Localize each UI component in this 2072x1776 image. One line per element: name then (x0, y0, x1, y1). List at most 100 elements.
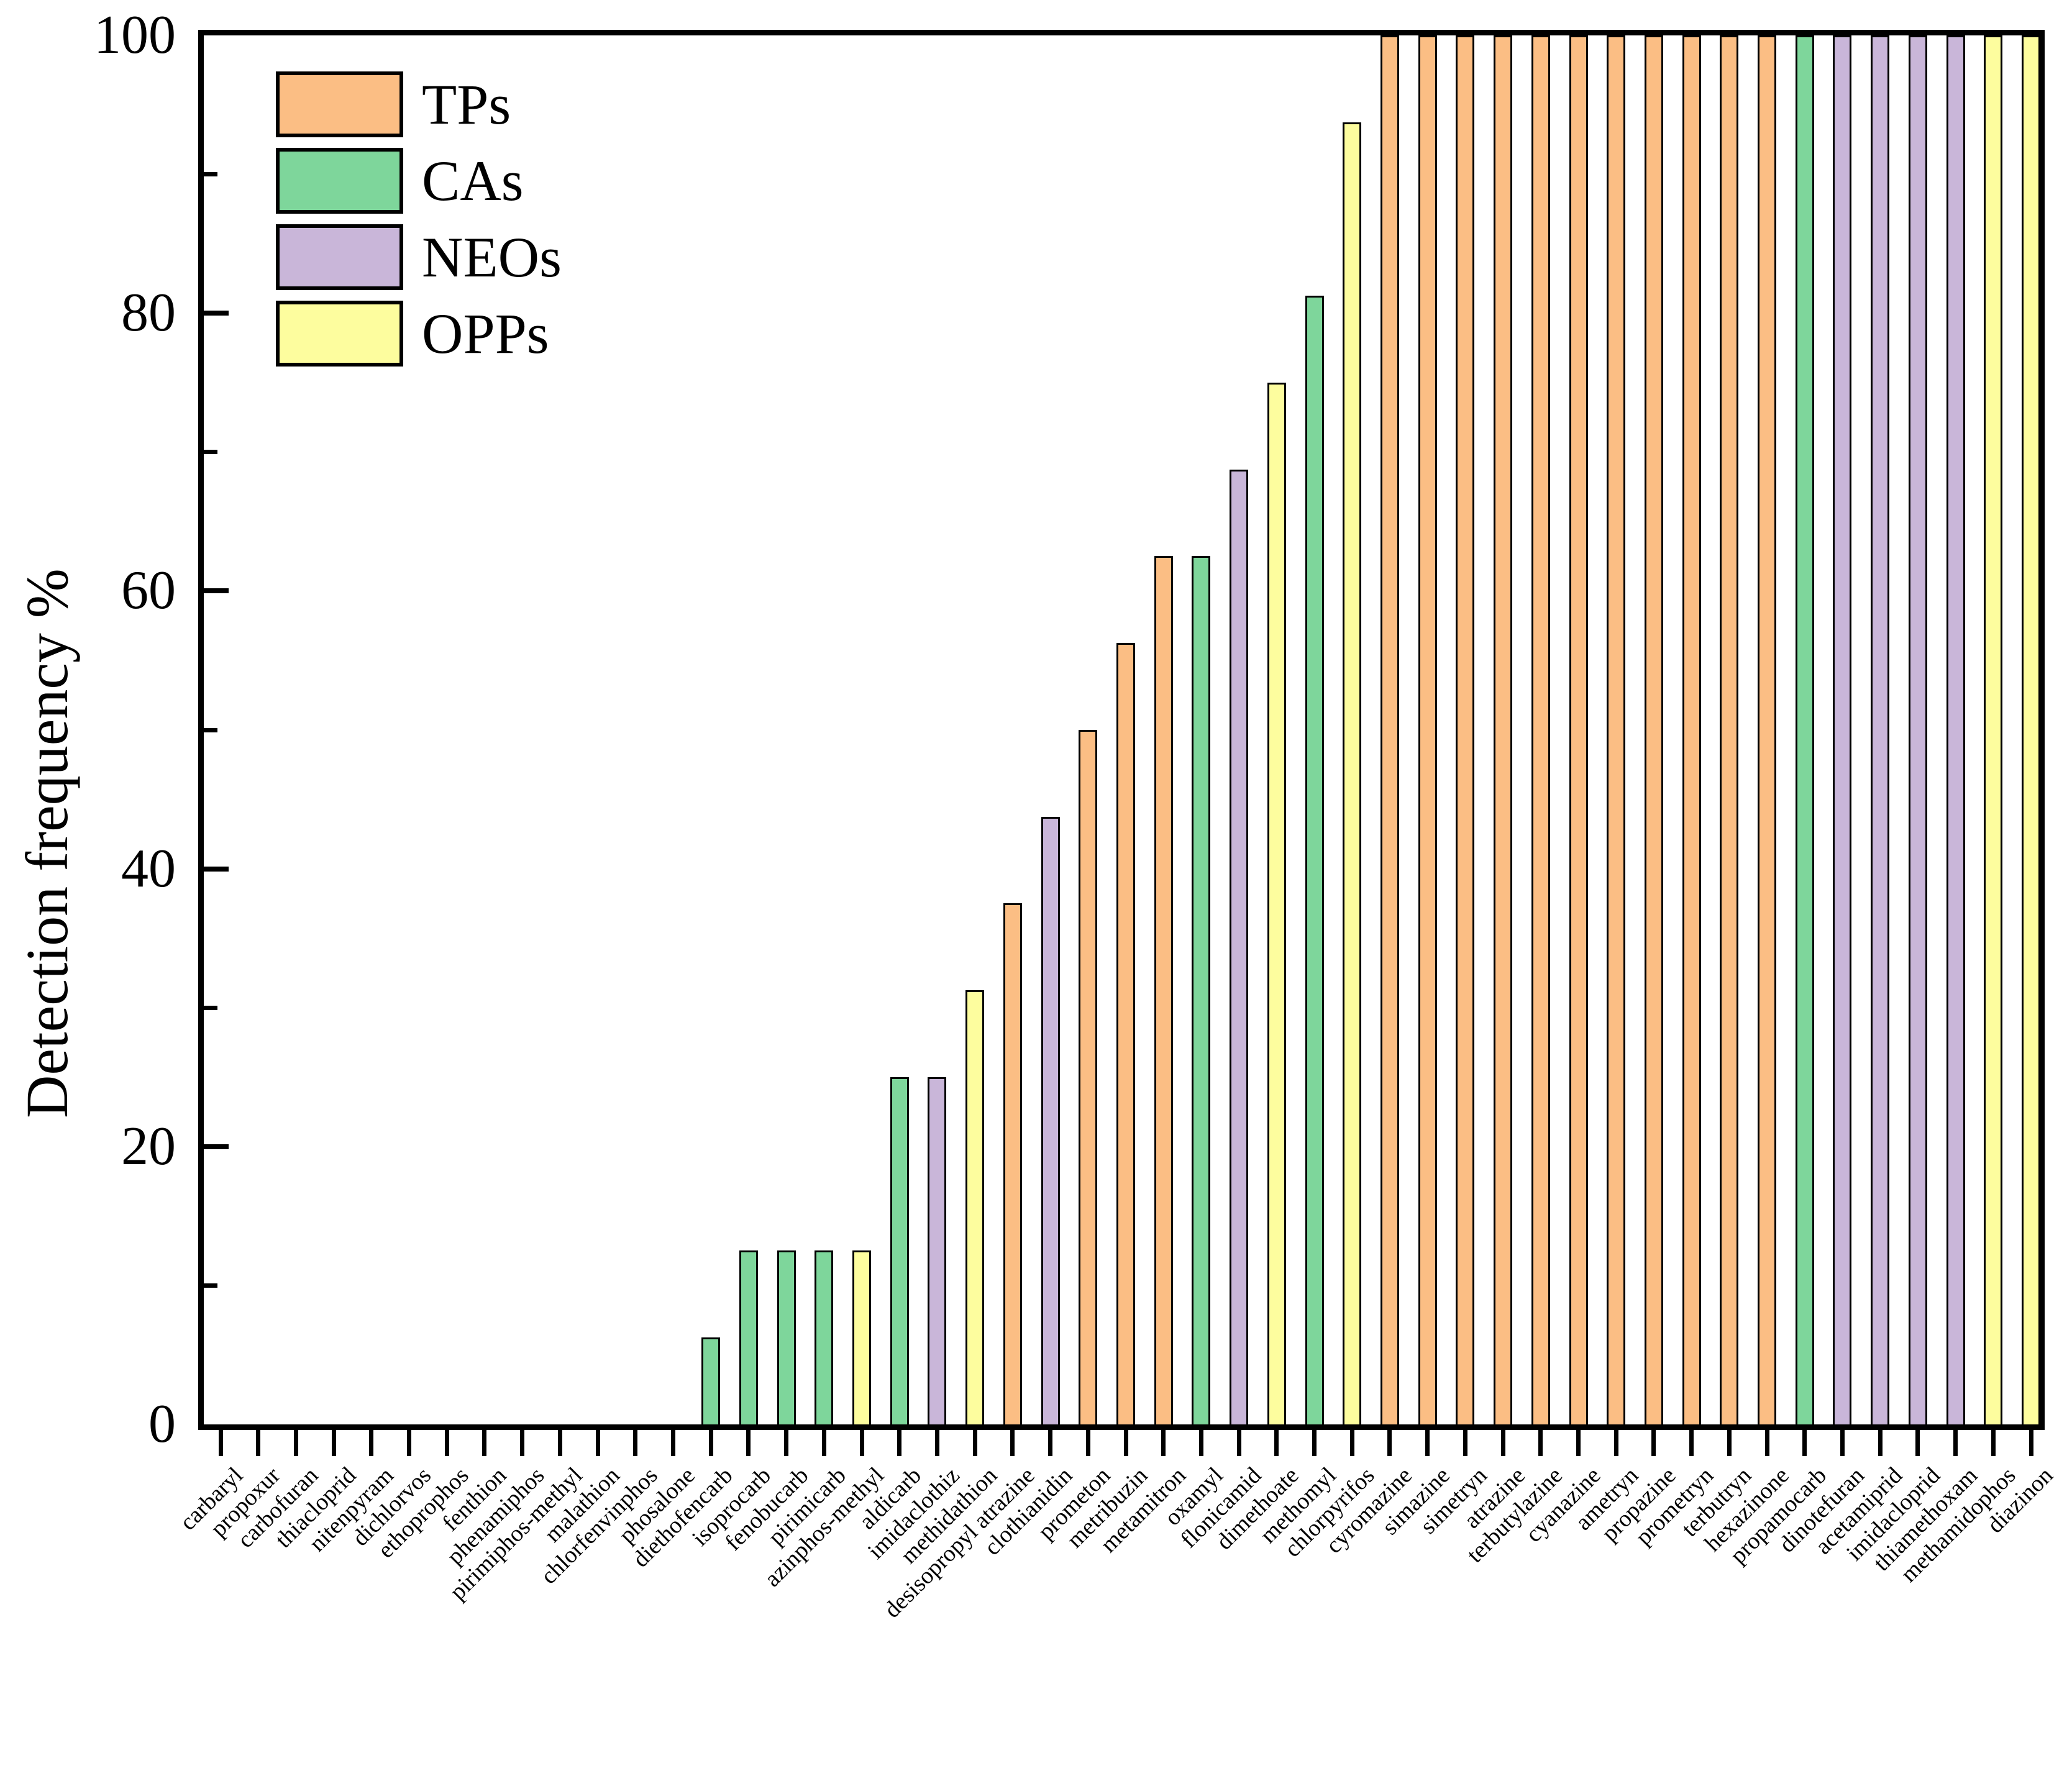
y-tick-label: 100 (94, 5, 176, 65)
x-tick (407, 1430, 412, 1456)
bar-propazine (1644, 35, 1663, 1424)
bar-oxamyl (1192, 556, 1211, 1424)
bar-atrazine (1494, 35, 1513, 1424)
y-tick-minor (204, 172, 217, 177)
x-tick (1840, 1430, 1845, 1456)
bar-hexazinone (1758, 35, 1777, 1424)
x-tick (633, 1430, 638, 1456)
y-tick-minor (204, 1005, 217, 1010)
x-tick (1010, 1430, 1015, 1456)
x-tick (557, 1430, 562, 1456)
y-tick-label: 20 (121, 1116, 176, 1177)
x-tick (1764, 1430, 1769, 1456)
y-tick-label: 60 (121, 560, 176, 621)
bar-imidaclothiz (928, 1077, 947, 1424)
bar-fenobucarb (777, 1250, 796, 1424)
x-tick (1312, 1430, 1317, 1456)
bar-thiamethoxam (1946, 35, 1965, 1424)
bar-acetamiprid (1871, 35, 1890, 1424)
y-tick-major (204, 588, 229, 594)
x-tick (746, 1430, 751, 1456)
x-tick (859, 1430, 864, 1456)
bar-imidacloprid (1908, 35, 1927, 1424)
bar-methomyl (1305, 296, 1324, 1424)
x-tick (1991, 1430, 1996, 1456)
y-tick-major (204, 866, 229, 872)
x-tick (1613, 1430, 1618, 1456)
y-tick-major (204, 1144, 229, 1149)
legend-swatch-opps (276, 301, 403, 367)
x-tick (821, 1430, 826, 1456)
y-tick-label: 40 (121, 838, 176, 899)
bar-terbutryn (1720, 35, 1739, 1424)
bar-dimethoate (1267, 383, 1286, 1424)
bar-terbutylazine (1531, 35, 1550, 1424)
x-tick (1349, 1430, 1354, 1456)
legend: TPs CAs NEOs OPPs (276, 71, 562, 377)
x-tick (784, 1430, 789, 1456)
plot-frame (198, 30, 2045, 1430)
x-tick (1802, 1430, 1807, 1456)
x-tick (1576, 1430, 1581, 1456)
x-tick (1161, 1430, 1166, 1456)
y-tick-minor (204, 450, 217, 455)
x-tick (1123, 1430, 1128, 1456)
legend-item-cas: CAs (276, 148, 562, 214)
x-tick (1727, 1430, 1732, 1456)
bar-diethofencarb (701, 1337, 721, 1424)
legend-label-opps: OPPs (422, 302, 549, 365)
bar-isoprocarb (739, 1250, 758, 1424)
legend-label-cas: CAs (422, 149, 524, 212)
bar-metribuzin (1116, 643, 1135, 1424)
x-tick (444, 1430, 449, 1456)
x-tick (1500, 1430, 1505, 1456)
x-tick (1236, 1430, 1241, 1456)
x-tick (1198, 1430, 1203, 1456)
bar-simetryn (1456, 35, 1475, 1424)
legend-swatch-cas (276, 148, 403, 214)
x-tick (708, 1430, 713, 1456)
bar-azinphos-methyl (852, 1250, 872, 1424)
x-tick (897, 1430, 902, 1456)
legend-item-opps: OPPs (276, 301, 562, 367)
x-tick (1915, 1430, 1920, 1456)
x-tick (972, 1430, 977, 1456)
bar-cyromazine (1380, 35, 1399, 1424)
legend-item-tps: TPs (276, 71, 562, 137)
x-tick (482, 1430, 487, 1456)
bar-methidathion (965, 990, 985, 1424)
x-tick (1878, 1430, 1883, 1456)
bar-chlorpyrifos (1343, 122, 1362, 1424)
bar-ametryn (1607, 35, 1626, 1424)
x-tick (1274, 1430, 1279, 1456)
bar-flonicamid (1230, 470, 1249, 1424)
bar-prometryn (1682, 35, 1701, 1424)
bar-diazinon (2022, 35, 2040, 1424)
x-tick (1387, 1430, 1392, 1456)
bar-methamidophos (1984, 35, 2003, 1424)
bar-prometon (1079, 730, 1098, 1424)
y-tick-minor (204, 1283, 217, 1288)
legend-label-tps: TPs (422, 73, 511, 136)
legend-swatch-neos (276, 224, 403, 290)
bar-metamitron (1154, 556, 1173, 1424)
y-tick-label: 0 (148, 1394, 176, 1454)
x-tick (1689, 1430, 1694, 1456)
bar-pirimicarb (815, 1250, 834, 1424)
x-tick (1953, 1430, 1958, 1456)
x-tick (2029, 1430, 2033, 1456)
y-tick-major (204, 311, 229, 316)
x-tick (256, 1430, 261, 1456)
x-tick (1463, 1430, 1467, 1456)
y-tick-minor (204, 727, 217, 732)
bar-dinotefuran (1833, 35, 1852, 1424)
x-tick (1048, 1430, 1053, 1456)
x-tick (934, 1430, 939, 1456)
bar-cyanazine (1569, 35, 1588, 1424)
x-tick (1651, 1430, 1656, 1456)
y-tick-label: 80 (121, 283, 176, 344)
x-tick (595, 1430, 600, 1456)
x-tick (331, 1430, 336, 1456)
bar-clothianidin (1041, 817, 1060, 1424)
